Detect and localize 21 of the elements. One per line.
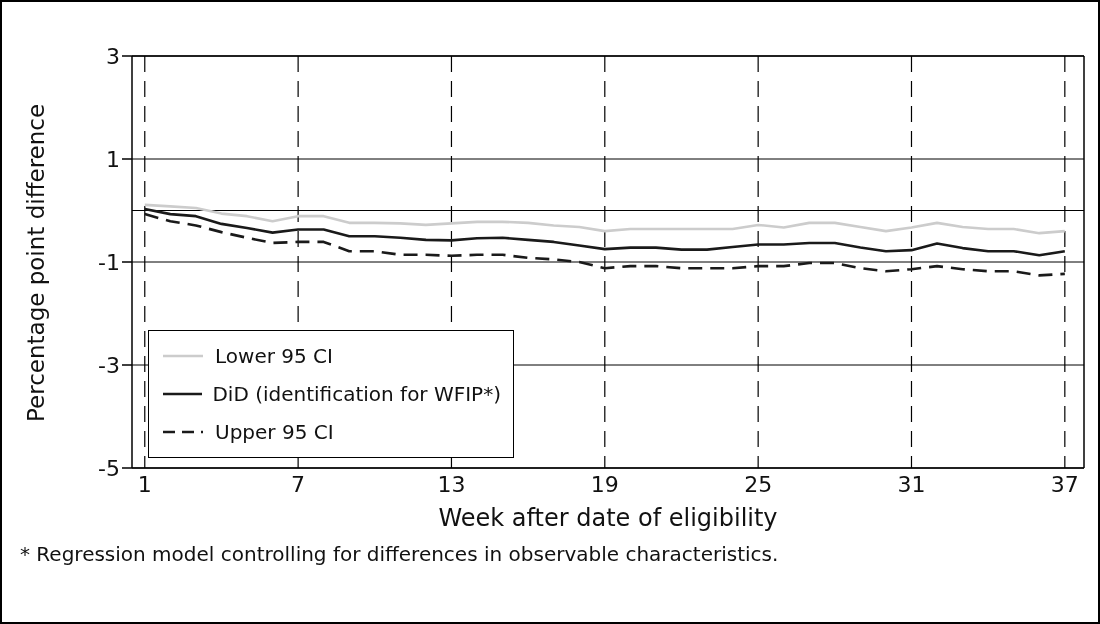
y-tick-label: 3: [106, 43, 120, 69]
x-axis-title: Week after date of eligibility: [438, 504, 778, 532]
line-series: [143, 203, 1067, 235]
line-series: [143, 207, 1067, 257]
x-tick-label: 7: [291, 471, 306, 497]
y-axis-title: Percentage point difference: [23, 103, 50, 422]
x-tick-label: 25: [744, 471, 773, 497]
legend-label: Upper 95 CI: [215, 420, 334, 444]
x-tick-label: 31: [897, 471, 926, 497]
y-tick-label: -1: [98, 249, 120, 275]
x-tick-label: 37: [1050, 471, 1079, 497]
legend-label: Lower 95 CI: [215, 344, 333, 368]
legend-label: DiD (identification for WFIP*): [212, 382, 501, 406]
y-tick-label: -3: [98, 352, 120, 378]
x-tick-label: 19: [590, 471, 619, 497]
text: * Regression model controlling for differences in observable characteristics.: [20, 542, 779, 566]
y-tick-label: -5: [98, 455, 120, 481]
x-tick-label: 13: [437, 471, 466, 497]
line-series: [143, 212, 1067, 277]
y-tick-label: 1: [106, 146, 120, 172]
x-tick-label: 1: [137, 471, 152, 497]
